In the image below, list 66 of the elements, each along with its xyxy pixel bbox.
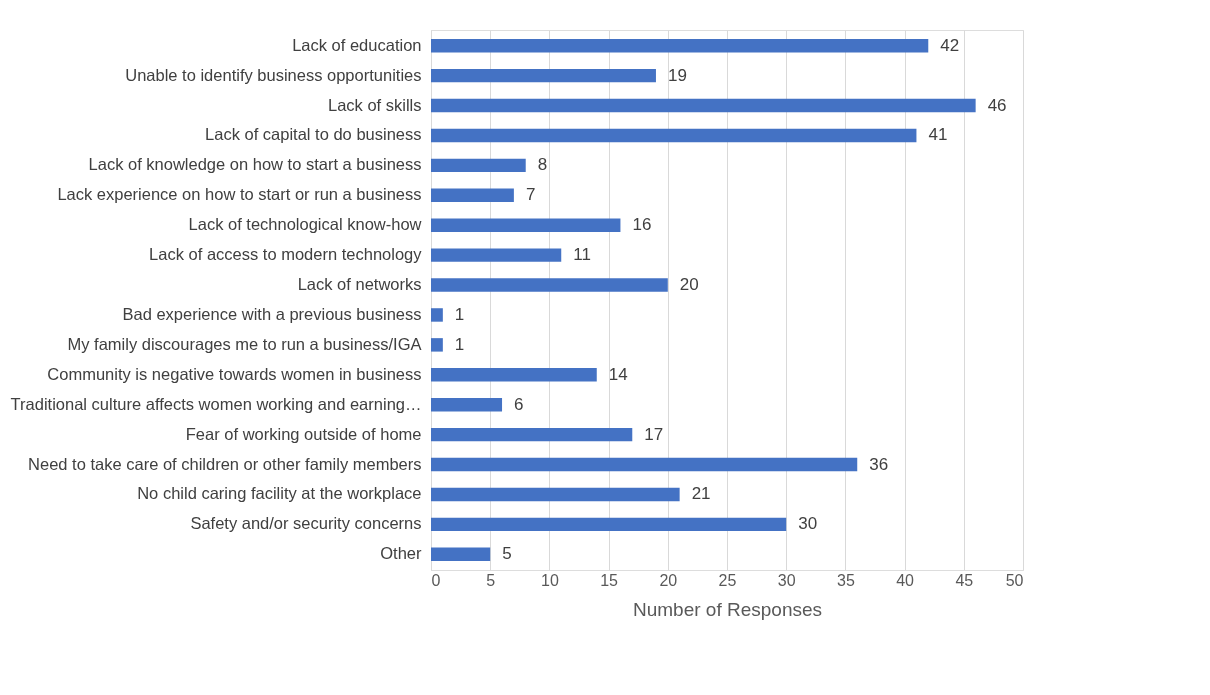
x-tick-label: 10: [541, 571, 559, 589]
y-tick-label: Lack of networks: [297, 275, 422, 294]
x-tick-label: 5: [486, 571, 496, 589]
bar: [431, 457, 858, 472]
y-tick-label: Traditional culture affects women working and earning…: [10, 394, 422, 413]
bar: [431, 98, 976, 113]
x-tick-label: 25: [718, 571, 737, 589]
bar: [431, 427, 633, 442]
y-tick-label: No child caring facility at the workplace: [137, 484, 422, 503]
y-tick-label: Lack of capital to do business: [205, 125, 422, 144]
y-tick-label: Community is negative towards women in business: [47, 364, 422, 383]
x-tick-label: 50: [1005, 571, 1024, 589]
bar: [431, 218, 621, 232]
data-label: 8: [537, 155, 548, 175]
data-label: 46: [987, 95, 1007, 115]
y-tick-label: Lack of knowledge on how to start a business: [88, 155, 422, 174]
bar: [431, 308, 443, 322]
y-tick-label: Lack experience on how to start or run a business: [57, 185, 422, 204]
x-tick-label: 45: [955, 571, 974, 589]
data-label: 6: [514, 394, 524, 414]
bar: [431, 68, 656, 83]
bar: [431, 38, 929, 53]
data-label: 21: [691, 484, 711, 504]
bar: [431, 278, 668, 292]
x-axis-title: Number of Responses: [632, 598, 823, 620]
data-label: 19: [667, 65, 687, 85]
bar: [431, 188, 514, 203]
data-label: 20: [679, 275, 699, 295]
x-tick-label: 15: [600, 571, 619, 589]
data-label: 14: [608, 364, 628, 384]
bar: [431, 128, 917, 143]
data-label: 36: [869, 454, 889, 474]
y-tick-label: Need to take care of children or other family members: [28, 454, 422, 473]
y-tick-label: My family discourages me to run a business/IGA: [67, 334, 422, 353]
bar: [431, 338, 443, 352]
data-label: 11: [573, 245, 591, 265]
y-tick-label: Other: [380, 544, 422, 563]
y-tick-label: Unable to identify business opportunities: [125, 65, 422, 84]
bar: [431, 547, 491, 562]
x-tick-label: 40: [896, 571, 915, 589]
x-tick-label: 30: [777, 571, 796, 589]
bar: [431, 158, 526, 173]
data-label: 1: [454, 304, 465, 324]
data-label: 5: [502, 544, 512, 564]
y-tick-label: Safety and/or security concerns: [190, 514, 422, 533]
data-label: 1: [454, 334, 465, 354]
data-label: 17: [644, 424, 664, 444]
y-tick-label: Lack of education: [292, 35, 422, 54]
y-tick-label: Fear of working outside of home: [185, 424, 422, 443]
data-label: 30: [798, 514, 818, 534]
bar: [431, 397, 503, 412]
data-label: 41: [928, 125, 948, 145]
data-label: 7: [525, 185, 536, 205]
x-tick-label: 0: [431, 571, 441, 589]
y-tick-label: Lack of skills: [327, 95, 422, 114]
bar: [431, 248, 562, 262]
y-tick-label: Bad experience with a previous business: [122, 304, 422, 323]
x-tick-label: 35: [837, 571, 855, 589]
bar: [431, 517, 787, 532]
data-label: 16: [632, 215, 652, 235]
bar: [431, 368, 597, 382]
bar: [431, 487, 680, 502]
y-tick-label: Lack of access to modern technology: [149, 245, 423, 264]
y-tick-label: Lack of technological know-how: [188, 215, 422, 234]
x-tick-label: 20: [659, 571, 678, 589]
data-label: 42: [940, 35, 960, 55]
